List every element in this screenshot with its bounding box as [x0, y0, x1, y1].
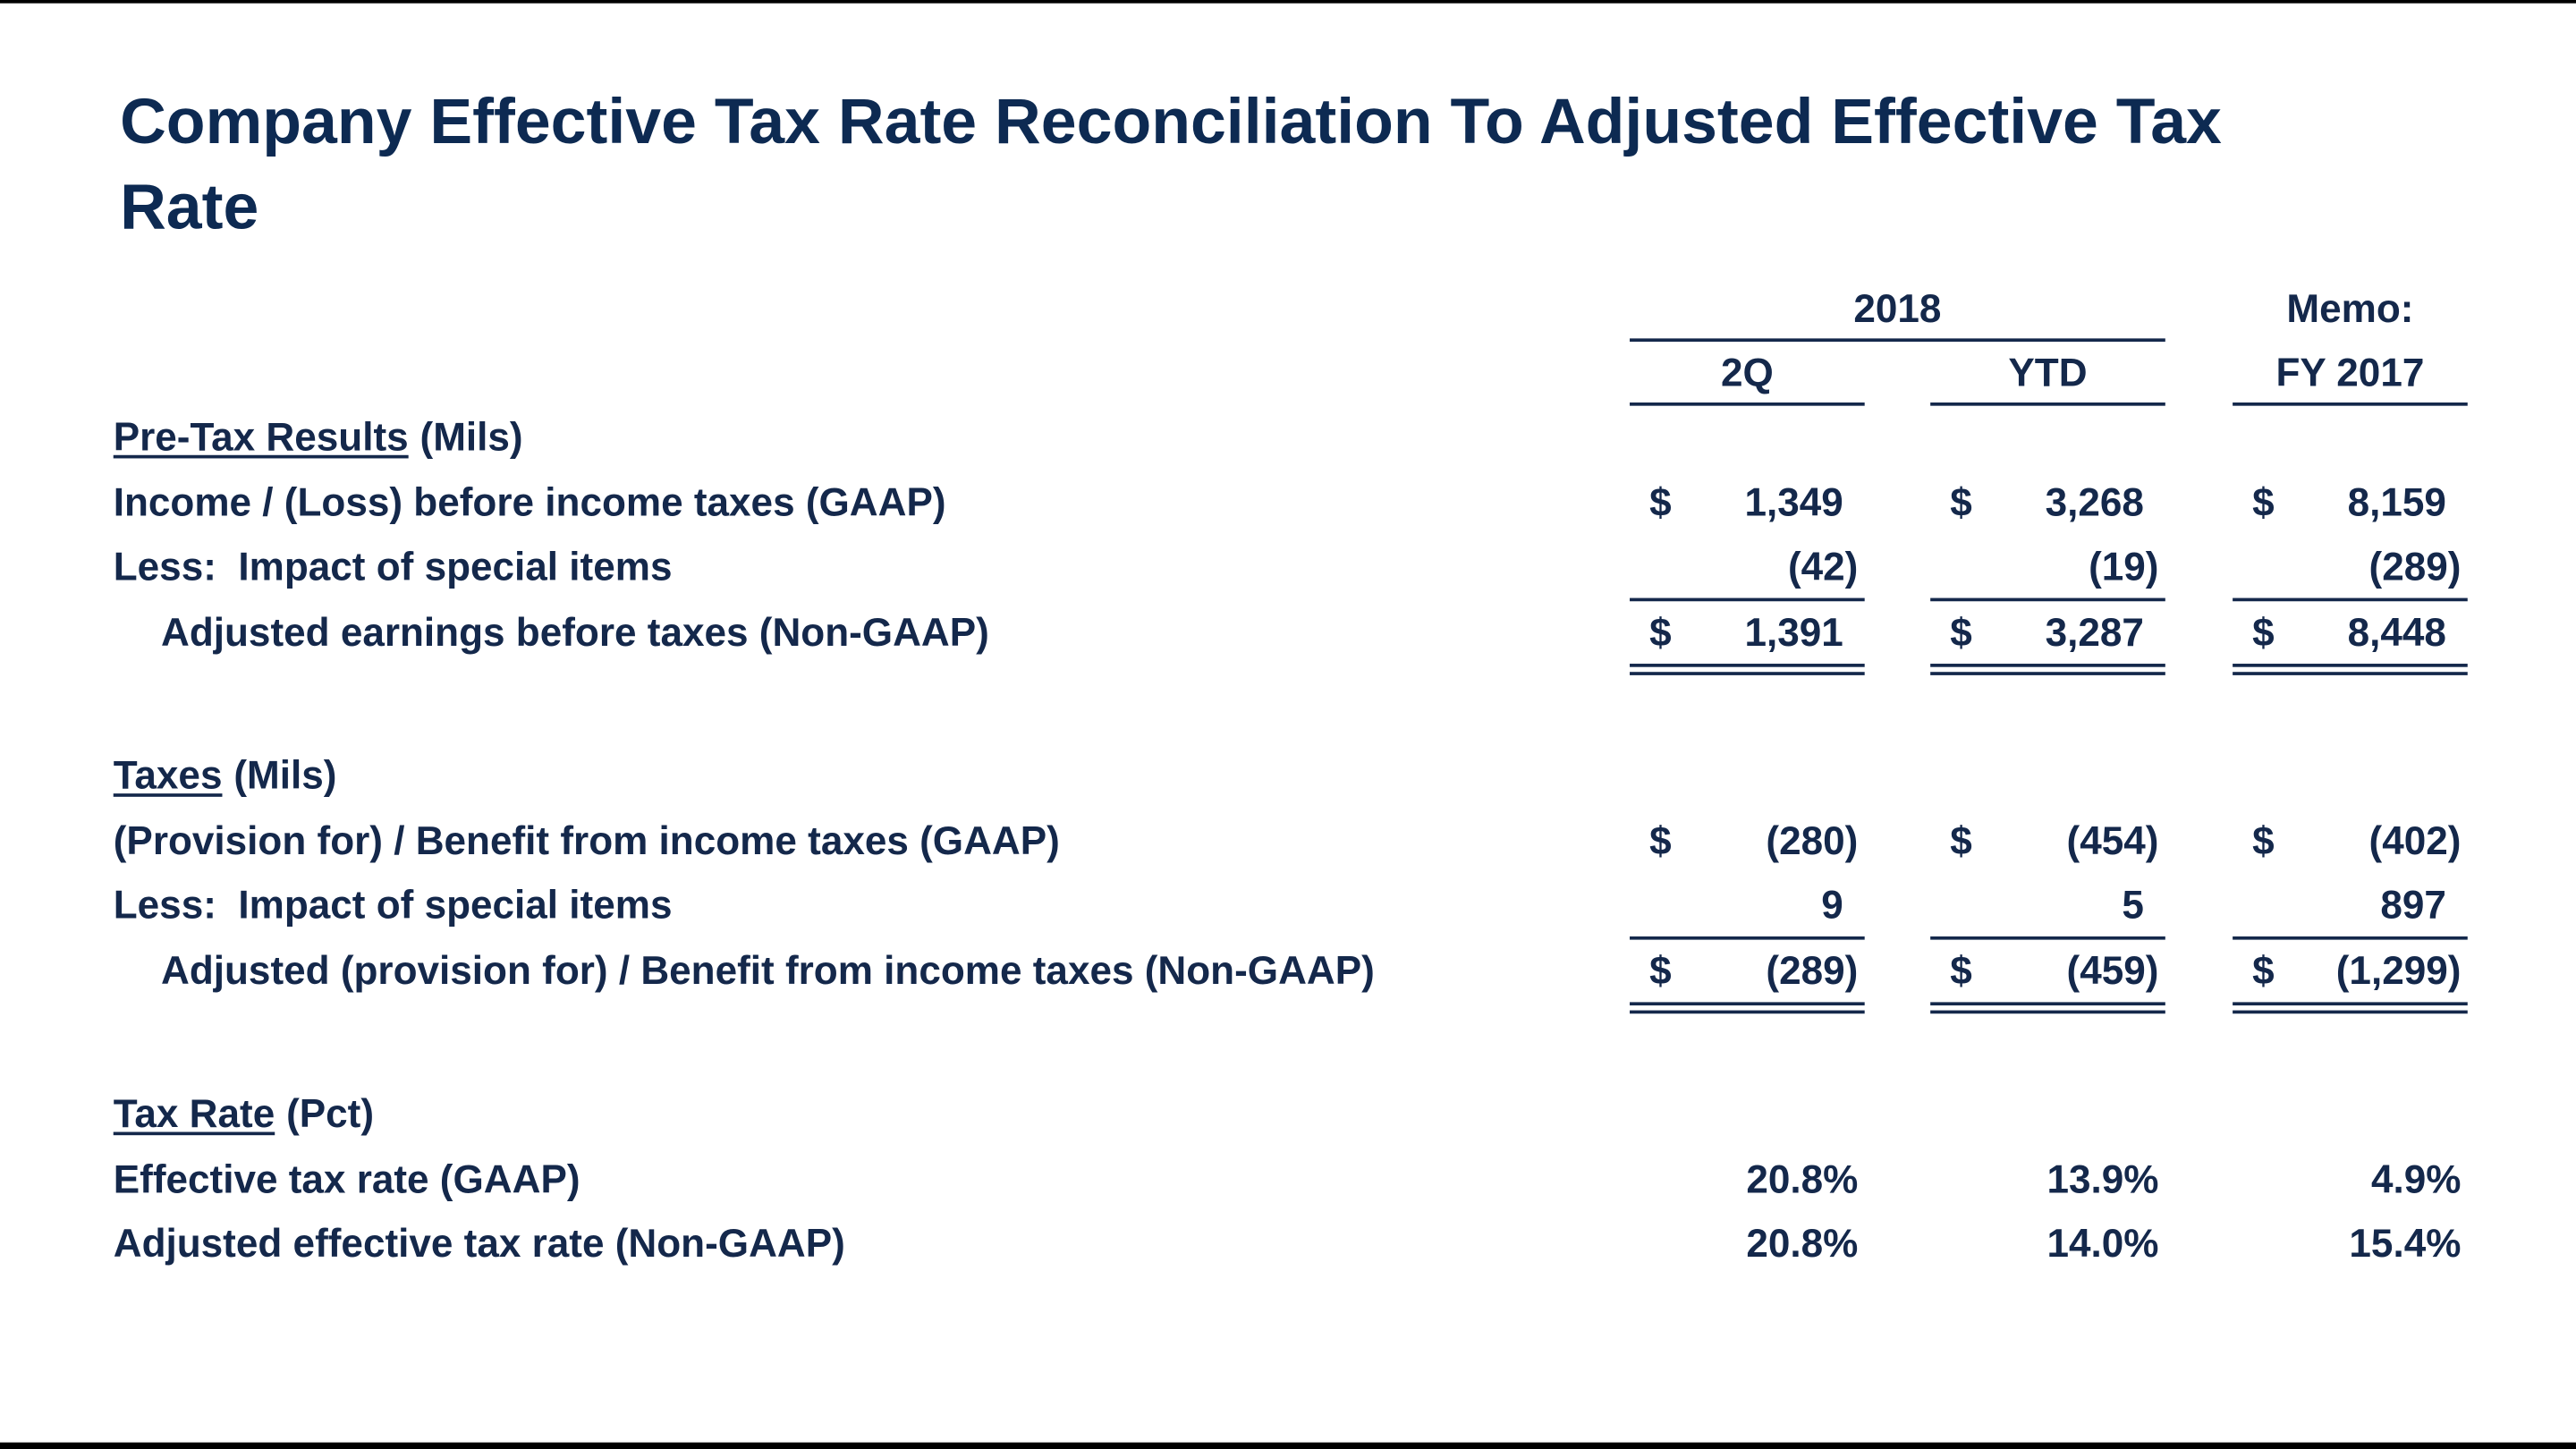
- cell-value: 1,349: [1744, 481, 1843, 526]
- heading-text: Tax Rate: [113, 1092, 275, 1138]
- cell-value: 8,448: [2347, 611, 2446, 656]
- row-label: Less: Impact of special items: [113, 884, 673, 928]
- heading-unit: (Pct): [286, 1092, 375, 1138]
- rule: [1930, 664, 2165, 667]
- currency-sign: $: [1649, 611, 1672, 656]
- cell-value: (19): [2089, 545, 2159, 590]
- rule: [2233, 597, 2468, 602]
- rule: [2233, 936, 2468, 940]
- section-heading: Taxes (Mils): [114, 754, 337, 800]
- section-heading: Tax Rate (Pct): [114, 1092, 374, 1138]
- currency-sign: $: [2252, 949, 2275, 995]
- currency-sign: $: [1649, 819, 1672, 865]
- cell-value: 9: [1821, 884, 1843, 928]
- row-label: Adjusted earnings before taxes (Non-GAAP…: [161, 611, 989, 656]
- cell-value: (280): [1766, 819, 1859, 865]
- rule: [2233, 1002, 2468, 1006]
- rule: [1630, 1002, 1865, 1006]
- rule: [1630, 672, 1865, 675]
- rule: [1630, 338, 2165, 343]
- row-label: Less: Impact of special items: [113, 545, 673, 590]
- cell-value: 20.8%: [1746, 1222, 1859, 1267]
- group-header: 2018: [1853, 287, 1942, 333]
- row-label: Income / (Loss) before income taxes (GAA…: [113, 481, 946, 526]
- row-label: Effective tax rate (GAAP): [113, 1157, 580, 1203]
- cell-value: 4.9%: [2370, 1157, 2462, 1203]
- rule: [1630, 1010, 1865, 1014]
- currency-sign: $: [1649, 481, 1672, 526]
- heading-unit: (Mils): [419, 415, 523, 461]
- rule: [1930, 597, 2165, 602]
- slide-title: Company Effective Tax Rate Reconciliatio…: [120, 87, 2222, 243]
- cell-value: 8,159: [2347, 481, 2446, 526]
- currency-sign: $: [2252, 611, 2275, 656]
- currency-sign: $: [1950, 949, 1972, 995]
- rule: [1930, 936, 2165, 940]
- rule: [2233, 402, 2468, 406]
- cell-value: (289): [1766, 949, 1859, 995]
- currency-sign: $: [1950, 611, 1972, 656]
- cell-value: 3,268: [2045, 481, 2144, 526]
- cell-value: 13.9%: [2046, 1157, 2159, 1203]
- cell-value: 1,391: [1744, 611, 1843, 656]
- cell-value: (454): [2066, 819, 2159, 865]
- section-heading: Pre-Tax Results (Mils): [114, 416, 523, 462]
- rule: [1930, 672, 2165, 675]
- cell-value: (1,299): [2335, 949, 2462, 995]
- heading-text: Taxes: [113, 754, 223, 799]
- rule: [2233, 672, 2468, 675]
- rule: [1930, 1010, 2165, 1014]
- rule: [1630, 664, 1865, 667]
- cell-value: (459): [2066, 949, 2159, 995]
- rule: [1630, 402, 1865, 406]
- row-label: (Provision for) / Benefit from income ta…: [113, 819, 1060, 865]
- cell-value: 3,287: [2045, 611, 2144, 656]
- row-label: Adjusted (provision for) / Benefit from …: [161, 949, 1375, 995]
- cell-value: (402): [2368, 819, 2462, 865]
- currency-sign: $: [2252, 481, 2275, 526]
- cell-value: 14.0%: [2046, 1222, 2159, 1267]
- cell-value: 5: [2122, 884, 2144, 928]
- bottom-border: [0, 1442, 2576, 1449]
- top-border: [0, 0, 2576, 4]
- rule: [1930, 402, 2165, 406]
- rule: [2233, 1010, 2468, 1014]
- cell-value: 20.8%: [1746, 1157, 1859, 1203]
- currency-sign: $: [1649, 949, 1672, 995]
- cell-value: (289): [2368, 545, 2462, 590]
- rule: [1930, 1002, 2165, 1006]
- heading-unit: (Mils): [233, 754, 337, 799]
- rule: [2233, 664, 2468, 667]
- column-header: FY 2017: [2275, 352, 2425, 396]
- rule: [1630, 597, 1865, 602]
- row-label: Adjusted effective tax rate (Non-GAAP): [113, 1222, 845, 1267]
- cell-value: 897: [2380, 884, 2446, 928]
- cell-value: (42): [1787, 545, 1859, 590]
- currency-sign: $: [1950, 819, 1972, 865]
- rule: [1630, 936, 1865, 940]
- currency-sign: $: [1950, 481, 1972, 526]
- cell-value: 15.4%: [2349, 1222, 2462, 1267]
- currency-sign: $: [2252, 819, 2275, 865]
- memo-header: Memo:: [2286, 287, 2414, 333]
- heading-text: Pre-Tax Results: [113, 415, 409, 461]
- column-header: YTD: [2008, 352, 2088, 396]
- column-header: 2Q: [1720, 352, 1774, 396]
